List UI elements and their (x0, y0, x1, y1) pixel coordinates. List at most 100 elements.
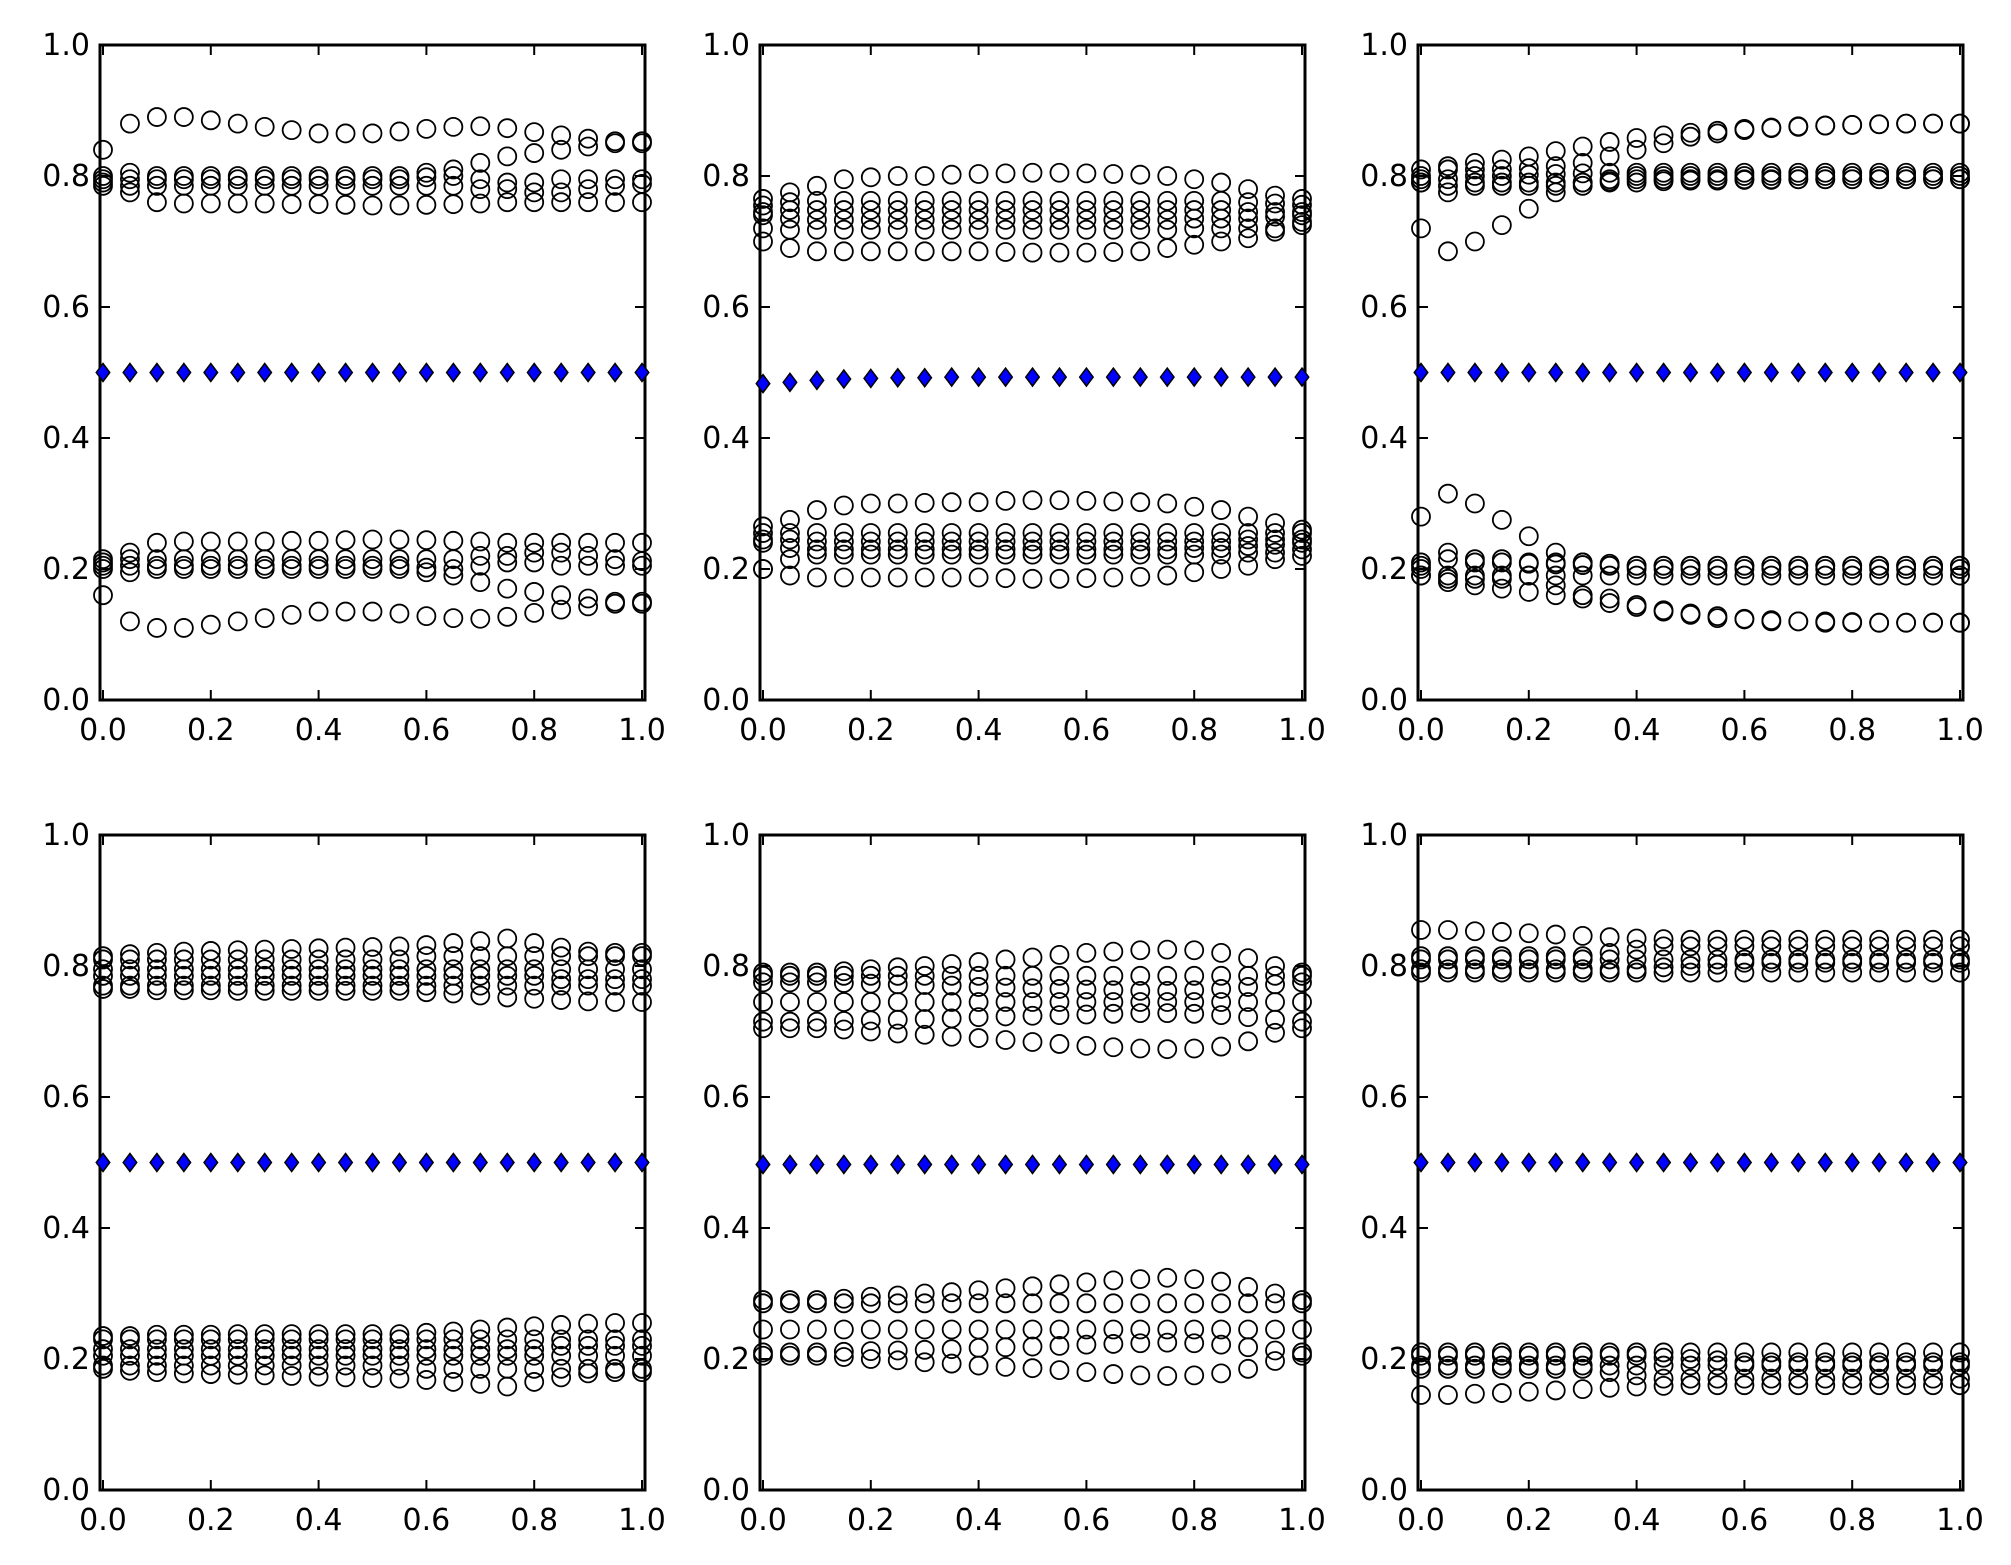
circle-point (1211, 1293, 1232, 1314)
y-tick-label: 0.4 (702, 421, 750, 456)
circle-point (995, 200, 1016, 220)
circle-point (1265, 549, 1285, 570)
circle-point (1022, 568, 1043, 589)
circle-point (1076, 1004, 1097, 1025)
circle-point (227, 1364, 248, 1385)
circle-point (1184, 218, 1205, 239)
circle-point (780, 509, 800, 530)
circle-point (1022, 1358, 1043, 1379)
circle-point (93, 949, 113, 970)
circle-point (362, 195, 383, 216)
circle-point (1465, 962, 1485, 983)
circle-point (1292, 189, 1312, 209)
circle-point (753, 992, 773, 1012)
circle-point (1842, 936, 1863, 957)
circle-point (1184, 562, 1205, 583)
circle-point (146, 532, 167, 553)
circle-point (524, 1358, 545, 1379)
circle-point (335, 169, 356, 190)
circle-point (443, 1358, 464, 1379)
circle-point (807, 544, 827, 565)
diamond-point (1655, 1152, 1672, 1173)
circle-point (1599, 1355, 1620, 1376)
circle-point (1707, 962, 1728, 983)
diamond-point (1467, 1152, 1483, 1173)
circle-point (362, 949, 383, 970)
circle-point (1022, 1336, 1043, 1357)
circle-point (1626, 962, 1647, 983)
circle-point (1465, 231, 1485, 252)
series-6-circles (753, 211, 1312, 263)
circle-point (632, 975, 652, 996)
diamond-point (1548, 362, 1564, 383)
circle-point (1680, 1368, 1701, 1389)
circle-point (1896, 612, 1916, 633)
circle-point (1734, 166, 1755, 186)
circle-point (308, 601, 329, 622)
circle-point (1788, 116, 1809, 137)
circle-point (497, 118, 518, 139)
circle-point (1707, 1368, 1728, 1389)
circle-point (1653, 1342, 1674, 1363)
circle-point (753, 516, 773, 537)
circle-point (780, 529, 800, 550)
circle-point (281, 120, 302, 141)
x-tick-label: 0.2 (1505, 713, 1553, 748)
circle-point (497, 1329, 518, 1350)
circle-point (443, 946, 464, 967)
circle-point (1626, 1376, 1647, 1397)
circle-point (362, 937, 383, 957)
circle-point (1491, 922, 1512, 942)
circle-point (887, 241, 908, 262)
circle-point (1465, 552, 1485, 573)
circle-point (524, 988, 545, 1009)
circle-point (1518, 198, 1539, 219)
circle-point (1103, 1334, 1124, 1354)
circle-point (1103, 209, 1124, 230)
circle-point (1130, 539, 1151, 560)
circle-point (914, 492, 935, 513)
circle-point (1465, 575, 1485, 596)
circle-point (605, 175, 625, 196)
circle-point (1265, 513, 1285, 534)
y-tick-label: 1.0 (42, 818, 90, 853)
circle-point (1788, 1342, 1809, 1363)
circle-point (120, 949, 140, 970)
circle-point (995, 1337, 1016, 1358)
circle-point (443, 959, 464, 980)
circle-point (578, 959, 598, 980)
circle-point (1950, 936, 1970, 957)
circle-point (1022, 1319, 1043, 1340)
circle-point (860, 523, 881, 543)
circle-point (200, 975, 221, 996)
circle-point (524, 1316, 545, 1337)
diamond-point (970, 1154, 987, 1175)
diamond-point (836, 368, 852, 390)
series-1-circles (1411, 920, 1970, 950)
circle-point (1950, 555, 1970, 576)
circle-point (1292, 194, 1312, 215)
circle-point (1896, 1368, 1916, 1389)
circle-point (254, 939, 275, 960)
circle-point (1292, 965, 1312, 986)
circle-point (1130, 1319, 1151, 1340)
diamond-point (257, 362, 273, 383)
circle-point (335, 1367, 356, 1388)
subplot-1: 0.0 0.2 0.4 0.6 0.8 1.0 0.0 0.2 0.4 0.6 0.8 1.0 (42, 28, 666, 748)
circle-point (1734, 1342, 1755, 1363)
diamond-point (809, 370, 825, 391)
circle-point (780, 972, 800, 993)
circle-point (200, 980, 221, 1001)
diamond-point (1575, 1152, 1591, 1173)
circle-point (1653, 166, 1674, 186)
circle-point (551, 969, 572, 989)
circle-point (1707, 555, 1728, 576)
circle-point (1707, 565, 1728, 586)
circle-point (1923, 113, 1943, 134)
circle-point (941, 1339, 962, 1360)
circle-point (914, 1319, 935, 1340)
x-tick-label: 0.0 (79, 713, 127, 748)
x-tick-label: 0.8 (1170, 713, 1218, 748)
circle-point (389, 1324, 410, 1345)
circle-point (443, 1339, 464, 1360)
